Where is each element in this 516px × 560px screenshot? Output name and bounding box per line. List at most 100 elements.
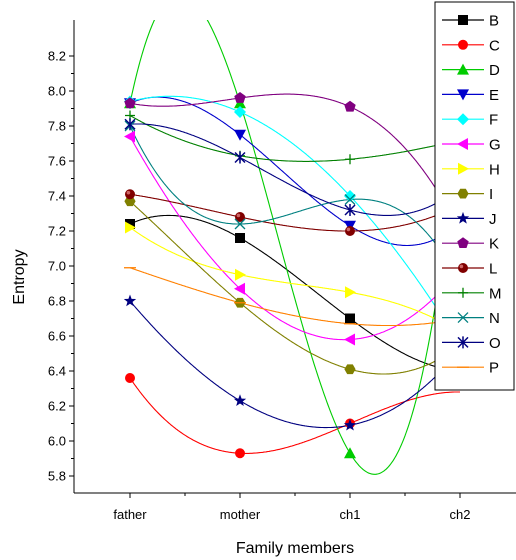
legend-label-i: I [489, 186, 493, 203]
data-point-o [344, 204, 356, 216]
legend-label-j: J [489, 211, 497, 228]
data-point-i [124, 196, 136, 207]
data-point-k [234, 92, 246, 103]
data-point-n [234, 218, 246, 230]
y-tick-label: 7.6 [48, 154, 66, 169]
x-tick-label: mother [220, 507, 261, 522]
legend-marker-l [458, 263, 468, 273]
legend-marker-o [457, 336, 469, 349]
series-markers [123, 92, 357, 459]
series-line-h [129, 227, 461, 333]
legend-marker-e [457, 89, 469, 101]
data-point-h [345, 286, 356, 299]
y-tick-label: 6.0 [48, 434, 66, 449]
data-point-k [124, 97, 136, 109]
y-tick-label: 8.2 [48, 49, 66, 64]
legend-marker-i [457, 188, 469, 199]
data-point-l [235, 212, 245, 222]
data-point-j [233, 394, 247, 407]
legend-label-d: D [489, 62, 500, 79]
series-line-b [129, 214, 461, 372]
data-point-i [344, 364, 356, 375]
axes: 5.8 6.0 6.2 6.4 6.6 6.8 7.0 7.2 7.4 7.6 7.8 8.0 8.2 f… [48, 20, 516, 522]
legend-label-c: C [489, 37, 500, 54]
y-tick-label: 7.8 [48, 119, 66, 134]
data-point-h [235, 268, 246, 281]
series-line-p [129, 267, 461, 327]
data-point-m [345, 154, 355, 165]
y-tick-label: 5.8 [48, 469, 66, 484]
series-line-d [129, 20, 461, 475]
data-point-g [344, 333, 355, 346]
legend-marker-k [457, 237, 469, 249]
data-point-h [125, 221, 136, 234]
y-tick-label: 6.4 [48, 364, 66, 379]
legend-box [434, 1, 515, 391]
legend-label-b: B [489, 13, 499, 30]
legend-label-f: F [489, 112, 498, 129]
data-point-n [344, 194, 356, 205]
legend-marker-d [457, 63, 469, 75]
y-axis-title: Entropy [11, 249, 28, 304]
legend-marker-m [458, 287, 468, 298]
y-tick-label: 6.2 [48, 399, 66, 414]
y-tick-label: 7.2 [48, 224, 66, 239]
legend-label-k: K [489, 236, 499, 253]
legend-marker-h [458, 162, 469, 175]
x-tick-label: ch2 [450, 507, 471, 522]
data-point-d [344, 447, 356, 459]
y-tick-label: 7.0 [48, 259, 66, 274]
legend-marker-n [457, 312, 469, 324]
data-point-f [234, 106, 246, 118]
legend-label-p: P [489, 360, 499, 377]
y-tick-label: 6.6 [48, 329, 66, 344]
legend-marker-b [458, 15, 468, 25]
data-point-c [235, 448, 245, 459]
legend-label-m: M [489, 285, 502, 302]
data-point-e [234, 129, 246, 141]
data-point-k [344, 100, 356, 112]
y-tick-label: 8.0 [48, 84, 66, 99]
data-point-g [234, 282, 245, 295]
series-line-c [129, 377, 460, 454]
series-lines [129, 20, 461, 475]
legend-label-l: L [489, 261, 497, 278]
legend-label-o: O [489, 335, 501, 352]
data-point-c [125, 373, 135, 383]
data-point-o [124, 118, 136, 131]
x-tick-label: ch1 [340, 507, 361, 522]
data-point-l [345, 226, 355, 236]
data-point-j [343, 418, 357, 431]
data-point-g [124, 130, 135, 143]
legend-label-e: E [489, 87, 499, 104]
series-line-g [129, 136, 461, 341]
data-point-b [345, 313, 355, 324]
series-line-m [129, 115, 461, 162]
x-tick-label: father [113, 507, 147, 522]
data-point-j [123, 294, 137, 307]
data-point-l [125, 189, 135, 200]
series-line-k [129, 93, 461, 232]
series-line-o [129, 123, 461, 216]
data-point-o [234, 151, 246, 164]
y-tick-label: 6.8 [48, 294, 66, 309]
legend-marker-f [457, 113, 469, 126]
legend-marker-g [457, 138, 468, 150]
series-line-j [129, 300, 461, 429]
series-line-e [129, 96, 461, 247]
data-point-b [125, 219, 135, 229]
series-line-i [129, 200, 461, 375]
legend-label-n: N [489, 310, 500, 327]
data-point-f [344, 190, 356, 202]
y-tick-label: 7.4 [48, 189, 66, 204]
data-point-b [235, 233, 245, 243]
legend-marker-j [456, 211, 470, 224]
legend-marker-c [458, 39, 468, 50]
series-line-n [129, 125, 461, 284]
series-line-f [129, 95, 461, 346]
x-axis-title: Family members [236, 540, 354, 557]
legend-label-h: H [489, 161, 500, 178]
legend-label-g: G [489, 137, 501, 154]
